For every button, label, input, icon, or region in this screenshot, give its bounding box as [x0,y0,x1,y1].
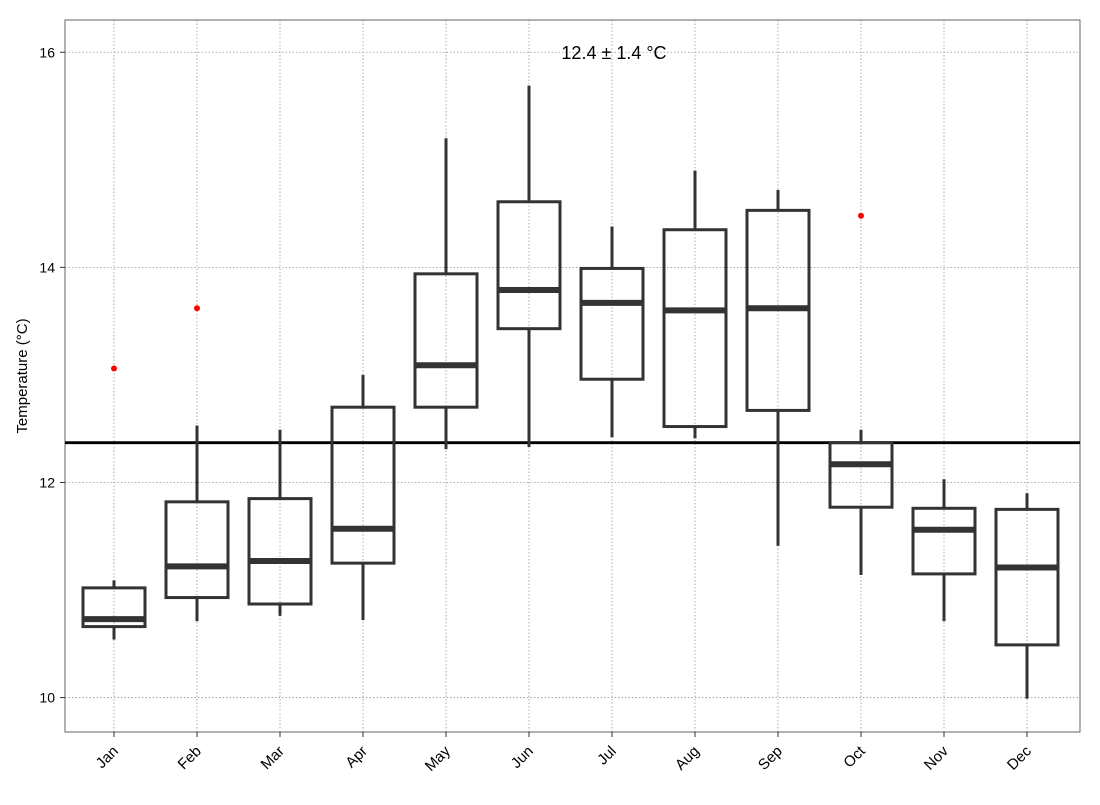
x-tick-label: Sep [755,743,786,774]
box-oct [828,212,894,575]
box-jun [496,85,562,447]
y-axis-label: Temperature (°C) [14,318,31,433]
box-jan [81,365,147,640]
box-iqr [828,441,894,509]
box-nov [911,479,977,622]
grid [65,20,1080,732]
box-may [413,138,479,450]
box-feb [164,305,230,622]
x-tick-label: Jun [508,743,537,772]
axes: 10 12 14 16 Jan Feb Mar Apr May Jun Jul Aug Sep Oct No… [39,44,1035,775]
x-tick-label: Mar [258,743,288,773]
x-tick-label: Jan [93,743,122,772]
box-mar [247,429,313,616]
y-tick-label: 16 [39,44,55,60]
box-aug [662,170,728,439]
box-iqr [496,200,562,331]
y-tick-label: 10 [39,690,55,706]
box-iqr [164,500,230,600]
box-sep [745,189,811,546]
box-iqr [662,228,728,429]
box-iqr [911,506,977,576]
y-tick-label: 14 [39,259,55,275]
outlier-point [111,365,117,372]
x-tick-label: Dec [1004,742,1035,773]
x-tick-label: Jul [594,743,620,769]
box-iqr [81,586,147,629]
box-iqr [413,272,479,409]
x-tick-label: Feb [175,743,205,773]
box-iqr [330,405,396,565]
y-tick-label: 12 [39,474,55,490]
box-iqr [579,266,645,381]
box-dec [994,493,1060,699]
box-jul [579,226,645,438]
x-tick-label: Oct [840,742,869,771]
x-tick-label: Apr [342,743,371,772]
chart-annotation: 12.4 ± 1.4 °C [561,43,666,63]
box-iqr [994,507,1060,647]
box-iqr [247,497,313,606]
x-tick-label: Aug [672,743,703,774]
x-tick-label: May [422,742,454,774]
boxes [81,85,1060,699]
outlier-point [194,305,200,312]
box-apr [330,374,396,621]
x-tick-label: Nov [921,742,952,773]
outlier-point [858,212,864,219]
plot-frame [64,19,1081,733]
